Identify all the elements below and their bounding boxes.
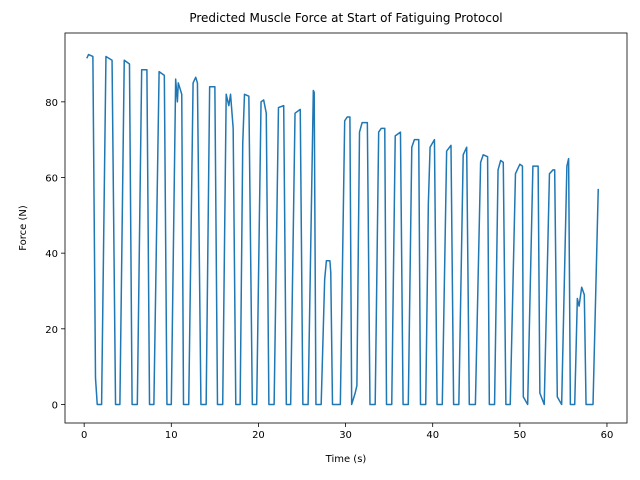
x-tick-label: 20 bbox=[252, 430, 265, 441]
data-line bbox=[86, 53, 599, 406]
x-tick-label: 40 bbox=[426, 430, 439, 441]
x-tick-label: 10 bbox=[165, 430, 178, 441]
x-axis-label: Time (s) bbox=[325, 454, 367, 465]
plot-frame bbox=[64, 32, 628, 424]
x-tick-label: 30 bbox=[339, 430, 352, 441]
y-tick-label: 20 bbox=[45, 325, 58, 336]
chart-title: Predicted Muscle Force at Start of Fatig… bbox=[189, 11, 502, 25]
y-tick-label: 0 bbox=[52, 400, 58, 411]
x-tick-label: 0 bbox=[81, 430, 87, 441]
y-tick-label: 60 bbox=[45, 174, 58, 185]
y-tick-label: 80 bbox=[45, 98, 58, 109]
x-tick-label: 60 bbox=[601, 430, 614, 441]
y-tick-label: 40 bbox=[45, 249, 58, 260]
x-tick-label: 50 bbox=[513, 430, 526, 441]
y-axis-label: Force (N) bbox=[18, 205, 29, 251]
